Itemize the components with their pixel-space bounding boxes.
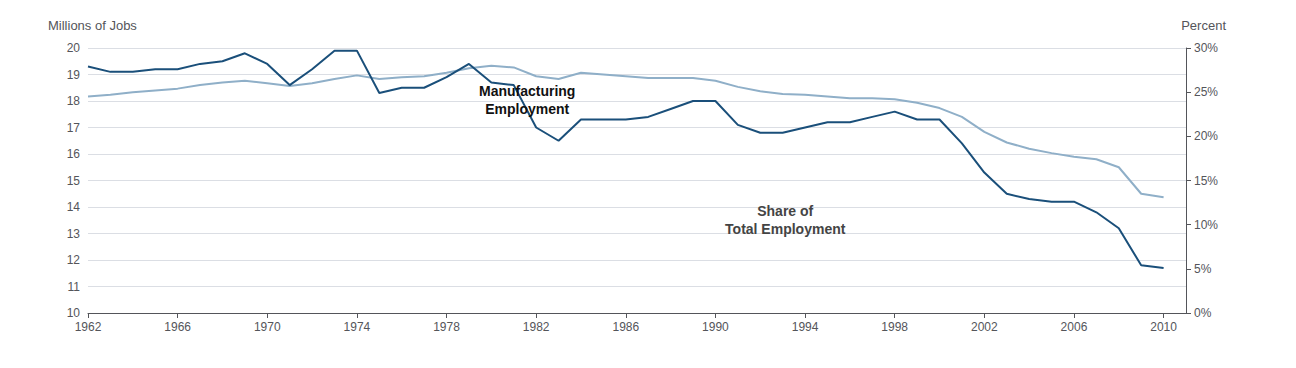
svg-text:17: 17	[67, 121, 81, 135]
svg-text:20: 20	[67, 41, 81, 55]
svg-text:19: 19	[67, 68, 81, 82]
svg-text:30%: 30%	[1194, 41, 1218, 55]
svg-text:Millions of Jobs: Millions of Jobs	[48, 18, 137, 33]
svg-text:1994: 1994	[792, 320, 819, 334]
svg-text:1966: 1966	[164, 320, 191, 334]
svg-text:1998: 1998	[881, 320, 908, 334]
svg-text:15: 15	[67, 174, 81, 188]
svg-text:1978: 1978	[433, 320, 460, 334]
svg-text:10: 10	[67, 306, 81, 320]
svg-text:5%: 5%	[1194, 262, 1212, 276]
svg-text:11: 11	[68, 280, 81, 294]
svg-text:12: 12	[67, 253, 81, 267]
svg-text:Percent: Percent	[1181, 18, 1226, 33]
svg-text:1982: 1982	[523, 320, 550, 334]
svg-text:Manufacturing: Manufacturing	[479, 83, 575, 99]
svg-text:1970: 1970	[254, 320, 281, 334]
svg-text:1986: 1986	[612, 320, 639, 334]
svg-text:2002: 2002	[971, 320, 998, 334]
svg-text:0%: 0%	[1194, 306, 1212, 320]
svg-text:13: 13	[67, 227, 81, 241]
svg-text:16: 16	[67, 147, 81, 161]
svg-text:Total Employment: Total Employment	[725, 221, 846, 237]
svg-text:1962: 1962	[75, 320, 102, 334]
svg-text:Share of: Share of	[757, 203, 813, 219]
svg-text:18: 18	[67, 94, 81, 108]
svg-text:25%: 25%	[1194, 85, 1218, 99]
svg-text:14: 14	[67, 200, 81, 214]
svg-text:2006: 2006	[1061, 320, 1088, 334]
svg-text:1974: 1974	[344, 320, 371, 334]
svg-text:2010: 2010	[1150, 320, 1177, 334]
svg-text:10%: 10%	[1194, 218, 1218, 232]
svg-text:20%: 20%	[1194, 129, 1218, 143]
svg-text:Employment: Employment	[485, 101, 569, 117]
svg-text:15%: 15%	[1194, 174, 1218, 188]
svg-text:1990: 1990	[702, 320, 729, 334]
